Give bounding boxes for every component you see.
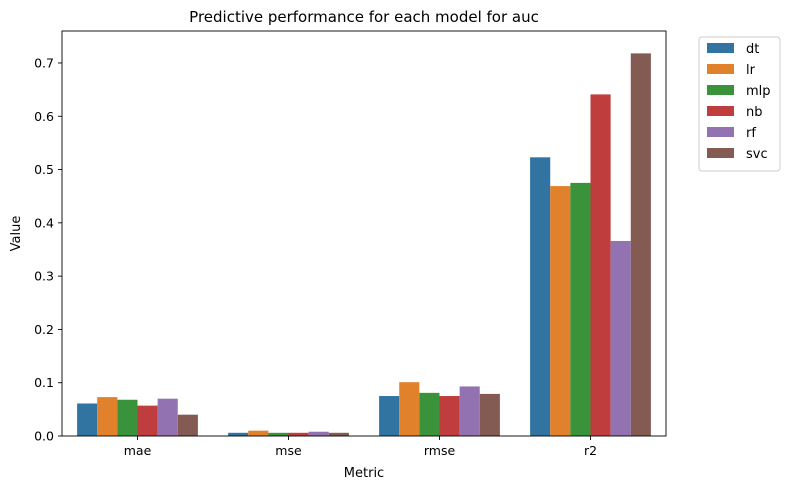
bars-layer [77,53,651,437]
bar-rf-r2 [610,240,631,436]
bar-lr-mae [97,397,118,436]
x-tick-label: r2 [584,443,597,458]
y-tick-label: 0.2 [34,322,54,337]
bar-mlp-r2 [570,182,591,437]
bar-svc-mse [328,432,349,436]
bar-rf-mae [157,398,178,436]
y-tick-label: 0.1 [34,375,54,390]
legend-label-dt: dt [746,42,759,57]
bar-nb-mae [137,405,158,437]
plot-frame [61,30,667,437]
legend-label-mlp: mlp [746,84,771,99]
legend-swatch-mlp [707,85,734,95]
bar-svc-rmse [479,393,500,436]
x-tick-label: rmse [424,443,456,458]
legend-swatch-rf [707,127,734,137]
legend-swatch-dt [707,43,734,53]
legend-label-rf: rf [746,126,756,141]
y-tick-label: 0.5 [34,162,54,177]
legend-label-nb: nb [746,105,763,120]
legend-label-svc: svc [746,147,768,162]
bar-dt-rmse [379,396,400,436]
bar-mlp-mse [268,432,289,436]
bar-svc-mae [177,414,198,436]
legend-swatch-svc [707,148,734,158]
bar-nb-r2 [590,94,611,436]
legend-swatch-nb [707,106,734,116]
bar-dt-mae [77,403,98,436]
bar-nb-mse [288,432,309,436]
legend: dt lr mlp nb rf svc [698,36,781,172]
y-tick-label: 0.4 [34,215,54,230]
bar-rf-rmse [459,386,480,436]
bar-svc-r2 [630,53,651,436]
bar-mlp-rmse [419,392,440,436]
y-tick-label: 0.6 [34,109,54,124]
x-tick-label: mse [275,443,302,458]
chart-title: Predictive performance for each model fo… [189,8,539,26]
bar-dt-r2 [530,157,551,437]
x-tick-label: mae [124,443,152,458]
y-tick-label: 0.7 [34,55,54,70]
bar-lr-r2 [550,186,571,436]
y-tick-label: 0.0 [34,429,54,444]
y-tick-label: 0.3 [34,269,54,284]
bar-lr-rmse [399,382,420,436]
bar-lr-mse [248,430,269,436]
y-axis-label: Value [9,216,24,252]
bar-rf-mse [308,431,329,436]
bar-mlp-mae [117,399,138,436]
axes-layer: 0.0 0.1 0.2 0.3 0.4 0.5 0.6 0.7 mae mse rmse r2 [34,30,667,458]
bar-dt-mse [228,432,249,436]
legend-label-lr: lr [746,63,756,78]
x-axis-label: Metric [344,466,384,481]
bar-nb-rmse [439,396,460,436]
legend-swatch-lr [707,64,734,74]
